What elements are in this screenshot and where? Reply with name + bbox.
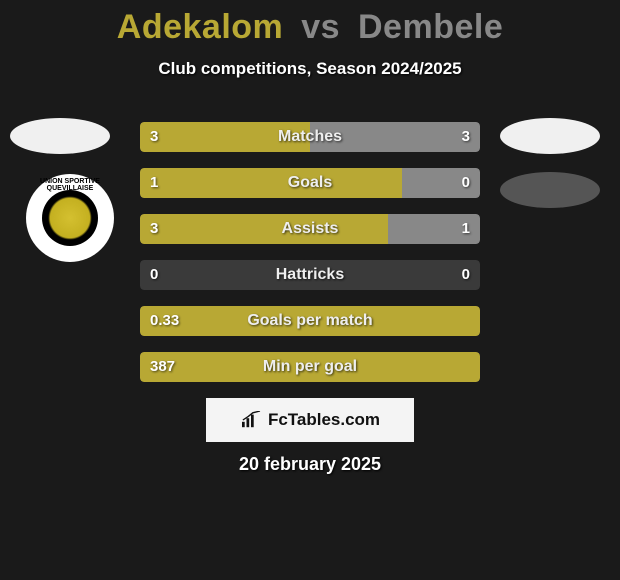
stat-label: Min per goal: [140, 352, 480, 382]
stat-label: Hattricks: [140, 260, 480, 290]
player1-club-logo: UNION SPORTIVE QUEVILLAISE: [26, 174, 114, 262]
player1-name: Adekalom: [117, 8, 284, 46]
stat-row: 00Hattricks: [140, 260, 480, 290]
player2-club-placeholder: [500, 172, 600, 208]
stat-label: Goals: [140, 168, 480, 198]
stat-label: Goals per match: [140, 306, 480, 336]
vs-label: vs: [301, 8, 340, 46]
source-badge: FcTables.com: [206, 398, 414, 442]
stat-row: 33Matches: [140, 122, 480, 152]
player1-photo-placeholder: [10, 118, 110, 154]
chart-icon: [240, 411, 262, 429]
subtitle: Club competitions, Season 2024/2025: [0, 59, 620, 79]
page-title: Adekalom vs Dembele: [0, 0, 620, 47]
stat-row: 387Min per goal: [140, 352, 480, 382]
player2-photo-placeholder: [500, 118, 600, 154]
stat-row: 0.33Goals per match: [140, 306, 480, 336]
source-label: FcTables.com: [268, 410, 380, 430]
stat-row: 10Goals: [140, 168, 480, 198]
stat-label: Assists: [140, 214, 480, 244]
stats-rows: 33Matches 10Goals 31Assists 00Hattricks 0.33…: [140, 122, 480, 398]
stat-label: Matches: [140, 122, 480, 152]
date-label: 20 february 2025: [0, 454, 620, 475]
comparison-card: Adekalom vs Dembele Club competitions, S…: [0, 0, 620, 580]
stat-row: 31Assists: [140, 214, 480, 244]
club-logo-icon: [42, 190, 98, 246]
player2-name: Dembele: [358, 8, 503, 46]
